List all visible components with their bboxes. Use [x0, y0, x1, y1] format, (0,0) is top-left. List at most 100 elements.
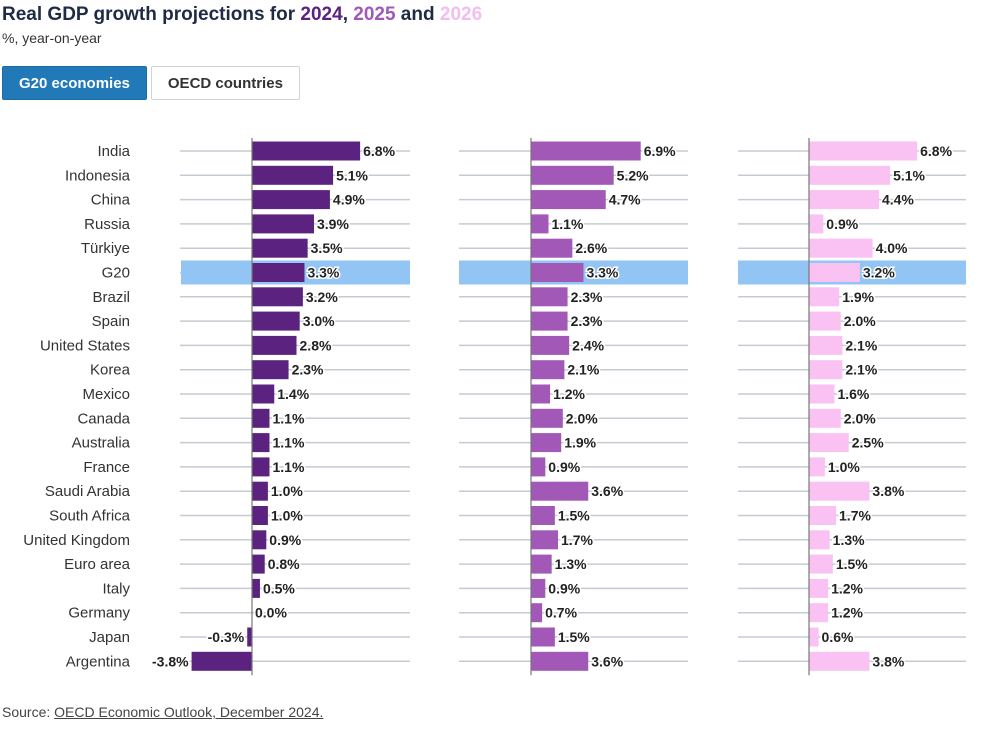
data-label: 0.5%: [263, 580, 295, 596]
bar-2026: [809, 360, 843, 380]
category-label: Euro area: [64, 556, 131, 573]
data-label: 0.6%: [822, 629, 854, 645]
title-year-2025: 2025: [353, 4, 396, 25]
bar-2025: [531, 603, 543, 623]
data-label: 0.9%: [548, 459, 580, 475]
bar-2024: [252, 554, 265, 574]
bar-2025: [531, 311, 568, 331]
bar-2026: [809, 165, 891, 185]
data-label: 3.8%: [872, 483, 904, 499]
bar-2026: [809, 530, 830, 550]
data-label: 1.1%: [272, 435, 304, 451]
category-label: United Kingdom: [23, 532, 130, 549]
data-label: 1.2%: [553, 386, 585, 402]
title-prefix: Real GDP growth projections for: [2, 4, 301, 25]
bar-2025: [531, 408, 563, 428]
bar-2026: [809, 433, 849, 453]
data-label: 2.1%: [567, 362, 599, 378]
bar-2024: [252, 238, 308, 258]
category-label: Korea: [90, 362, 131, 379]
data-label: 3.3%: [307, 265, 339, 281]
bar-2025: [531, 506, 555, 525]
data-label: 1.2%: [831, 580, 863, 596]
data-label: 3.2%: [863, 265, 895, 281]
data-label: 4.9%: [333, 192, 365, 208]
bar-2025: [531, 530, 559, 550]
category-label: Brazil: [92, 289, 130, 306]
data-label: 3.6%: [591, 483, 623, 499]
tab-oecd-countries[interactable]: OECD countries: [150, 66, 300, 100]
data-label: 3.3%: [586, 265, 618, 281]
title-year-2024: 2024: [300, 4, 343, 25]
category-label: China: [91, 192, 131, 209]
bar-2024: [252, 433, 270, 453]
data-label: 5.1%: [893, 167, 925, 183]
title-sep-2: and: [395, 4, 440, 25]
data-label: 2.4%: [572, 337, 604, 353]
category-label: India: [97, 143, 130, 160]
bar-2026: [809, 578, 829, 598]
bar-2026: [809, 311, 841, 331]
category-label: Germany: [68, 605, 130, 622]
bar-2026: [809, 651, 870, 671]
bar-2026: [809, 214, 824, 234]
category-label: United States: [40, 337, 130, 354]
bar-2024: [252, 506, 268, 525]
bar-2025: [531, 214, 549, 234]
bar-2026: [809, 238, 873, 258]
bar-2025: [531, 141, 641, 161]
data-label: 1.3%: [833, 532, 865, 548]
source-link[interactable]: OECD Economic Outlook, December 2024.: [54, 704, 324, 720]
data-label: 1.5%: [836, 556, 868, 572]
bar-2025: [531, 335, 570, 355]
category-label: Russia: [84, 216, 131, 233]
category-label: Italy: [102, 580, 130, 597]
category-label: Türkiye: [81, 240, 130, 257]
data-label: 3.2%: [306, 289, 338, 305]
data-label: 2.1%: [845, 337, 877, 353]
category-label: Canada: [77, 410, 130, 427]
bar-2024: [252, 335, 297, 355]
bar-2025: [531, 457, 546, 477]
data-label: 2.0%: [844, 410, 876, 426]
title-sep-1: ,: [342, 4, 354, 25]
source-prefix: Source:: [2, 704, 55, 720]
data-label: 1.0%: [828, 459, 860, 475]
bar-2026: [809, 603, 829, 623]
category-label: Australia: [72, 435, 131, 452]
data-label: 2.6%: [575, 240, 607, 256]
data-label: 3.6%: [591, 653, 623, 669]
data-label: 1.0%: [271, 508, 303, 524]
data-label: 1.0%: [271, 483, 303, 499]
data-label: 1.7%: [839, 508, 871, 524]
data-label: 2.1%: [845, 362, 877, 378]
bar-2026: [809, 627, 819, 647]
bar-2024: [252, 481, 268, 501]
data-label: 2.5%: [852, 435, 884, 451]
data-label: 0.0%: [255, 605, 287, 621]
bar-2025: [531, 554, 552, 574]
data-label: 4.4%: [882, 192, 914, 208]
data-label: 2.3%: [292, 362, 324, 378]
bar-2024: [252, 141, 361, 161]
tab-g20-economies[interactable]: G20 economies: [2, 66, 147, 100]
bar-2025: [531, 384, 551, 404]
data-label: 2.0%: [844, 313, 876, 329]
data-label: 1.5%: [558, 508, 590, 524]
bar-2024: [252, 263, 305, 282]
category-label: Spain: [92, 313, 130, 330]
data-label: 3.0%: [303, 313, 335, 329]
data-label: 3.5%: [311, 240, 343, 256]
category-label: Japan: [89, 629, 130, 646]
data-label: 2.3%: [571, 289, 603, 305]
data-label: 3.8%: [872, 653, 904, 669]
bar-2024: [252, 214, 315, 234]
title-year-2026: 2026: [439, 4, 483, 25]
data-label: 1.1%: [551, 216, 583, 232]
data-label: 0.8%: [268, 556, 300, 572]
data-label: 5.2%: [617, 167, 649, 183]
data-label: 0.7%: [545, 605, 577, 621]
chart-title: Real GDP growth projections for 2024, 20…: [2, 4, 482, 26]
bar-2024: [247, 627, 252, 647]
bar-2024: [252, 287, 303, 307]
